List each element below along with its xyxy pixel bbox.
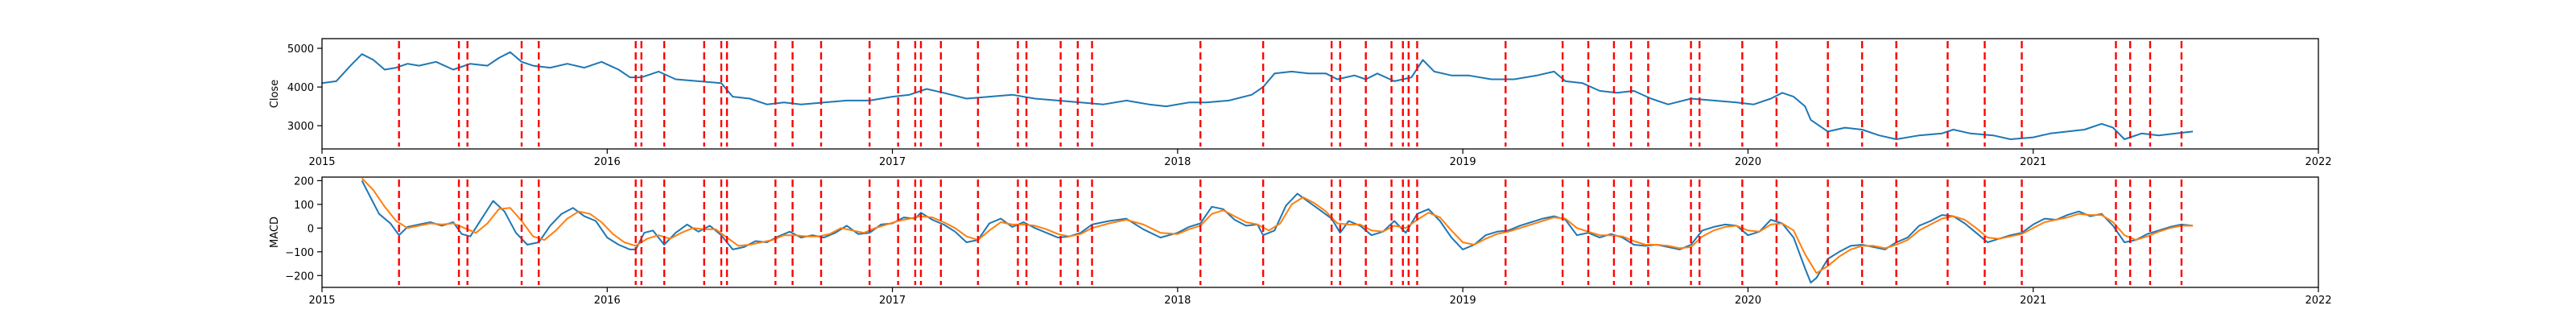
x-tick-label: 2021 <box>2020 295 2046 307</box>
x-tick-2021: 2021 <box>2020 149 2046 168</box>
x-tick-label: 2016 <box>594 295 621 307</box>
y-tick-3000: 3000 <box>287 121 322 133</box>
x-tick-label: 2015 <box>308 295 335 307</box>
y-tick-0: 0 <box>308 223 322 235</box>
y-tick-5000: 5000 <box>287 43 322 56</box>
x-tick-2018: 2018 <box>1164 149 1191 168</box>
y-tick-4000: 4000 <box>287 82 322 94</box>
x-tick-2017: 2017 <box>879 287 906 307</box>
x-tick-2015: 2015 <box>308 149 336 168</box>
x-tick-2019: 2019 <box>1450 287 1476 307</box>
x-tick-label: 2019 <box>1450 295 1476 307</box>
x-tick-label: 2018 <box>1164 295 1191 307</box>
x-tick-2016: 2016 <box>594 287 621 307</box>
x-tick-label: 2022 <box>2305 295 2331 307</box>
y-tick-label: 4000 <box>287 82 314 94</box>
y-tick-100: 100 <box>294 200 322 212</box>
x-tick-2015: 2015 <box>308 287 336 307</box>
y-tick--100: −100 <box>285 247 322 259</box>
y-tick-label: 5000 <box>287 43 314 56</box>
x-tick-label: 2018 <box>1164 156 1191 168</box>
y-tick-label: 3000 <box>287 121 314 133</box>
series-line-2 <box>361 177 2194 275</box>
x-tick-label: 2016 <box>594 156 621 168</box>
x-tick-2016: 2016 <box>594 149 621 168</box>
x-tick-label: 2015 <box>308 156 335 168</box>
x-tick-2021: 2021 <box>2020 287 2046 307</box>
macd-chart: 2015 2016 2017 2018 2019 2020 2021 2022 −200 −100… <box>269 175 2332 307</box>
x-tick-label: 2017 <box>879 295 906 307</box>
series-line-1 <box>361 180 2194 284</box>
y-tick-label: 100 <box>294 200 314 212</box>
y-tick-label: 200 <box>294 175 314 188</box>
x-tick-2022: 2022 <box>2305 149 2332 168</box>
close-price-chart: 2015 2016 2017 2018 2019 2020 2021 2022 3000 4000… <box>269 38 2332 168</box>
x-tick-2020: 2020 <box>1735 287 1761 307</box>
y-axis-label: Close <box>269 80 281 108</box>
x-tick-label: 2019 <box>1450 156 1476 168</box>
x-tick-2019: 2019 <box>1450 149 1476 168</box>
x-tick-label: 2021 <box>2020 156 2046 168</box>
y-tick--200: −200 <box>285 270 322 283</box>
x-tick-2018: 2018 <box>1164 287 1191 307</box>
y-tick-label: −200 <box>285 270 314 283</box>
x-tick-label: 2017 <box>879 156 906 168</box>
x-tick-label: 2022 <box>2305 156 2331 168</box>
x-tick-label: 2020 <box>1735 295 1761 307</box>
x-tick-2017: 2017 <box>879 149 906 168</box>
x-tick-2022: 2022 <box>2305 287 2332 307</box>
x-tick-2020: 2020 <box>1735 149 1761 168</box>
x-tick-label: 2020 <box>1735 156 1761 168</box>
axes-frame <box>321 176 2319 288</box>
axes-frame <box>321 38 2319 150</box>
y-tick-label: −100 <box>285 247 314 259</box>
series-line-1 <box>321 51 2194 140</box>
y-tick-200: 200 <box>294 175 322 188</box>
y-tick-label: 0 <box>308 223 314 235</box>
y-axis-label: MACD <box>269 217 281 248</box>
